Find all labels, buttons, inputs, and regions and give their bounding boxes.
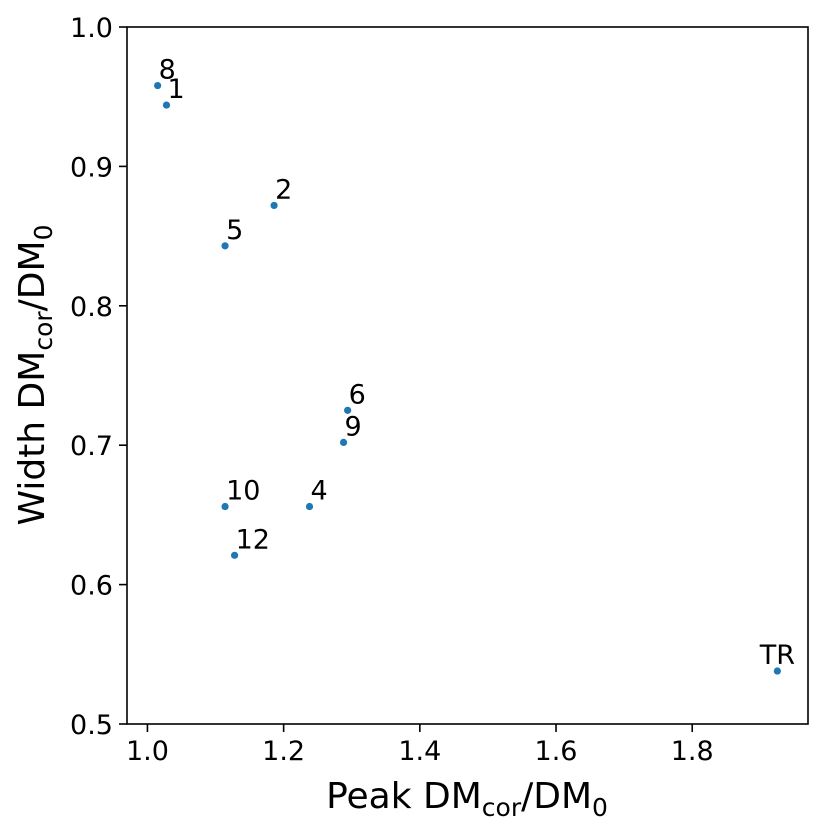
y-tick-label: 0.6 [70, 571, 113, 602]
point-label: 5 [226, 215, 243, 246]
point-label: 10 [226, 476, 260, 507]
point-label: 1 [167, 74, 184, 105]
y-tick-label: 1.0 [70, 13, 113, 44]
data-point [154, 81, 162, 90]
x-tick-label: 1.0 [126, 736, 169, 767]
data-point [230, 551, 239, 559]
axes-frame [126, 26, 809, 725]
x-tick-label: 1.2 [262, 736, 305, 767]
x-axis-title: Peak DMcor/DM0 [326, 776, 608, 822]
y-tick-label: 0.5 [70, 710, 113, 741]
x-axis: 1.0 1.2 1.4 1.6 1.8 [126, 724, 714, 767]
data-point [773, 667, 781, 675]
y-axis: 0.5 0.6 0.7 0.8 0.9 1.0 [70, 13, 127, 741]
x-tick-label: 1.8 [671, 736, 714, 767]
data-point [339, 438, 348, 447]
data-point [270, 201, 278, 210]
point-label: 2 [275, 174, 292, 205]
y-tick-label: 0.7 [70, 431, 113, 462]
x-tick-label: 1.6 [535, 736, 578, 767]
y-tick-label: 0.8 [70, 292, 113, 323]
data-point [162, 101, 171, 109]
point-label: 4 [311, 476, 328, 507]
y-axis-title: Width DMcor/DM0 [12, 225, 58, 526]
point-label: 8 [159, 55, 176, 86]
data-point [344, 406, 352, 414]
data-point [221, 502, 229, 511]
y-tick-label: 0.9 [70, 152, 113, 183]
point-label: 12 [236, 524, 270, 555]
point-label: 6 [349, 379, 366, 410]
data-point [305, 502, 314, 511]
point-label: 9 [345, 411, 362, 442]
point-label: TR [759, 640, 795, 671]
x-tick-label: 1.4 [398, 736, 441, 767]
data-point [221, 242, 229, 250]
